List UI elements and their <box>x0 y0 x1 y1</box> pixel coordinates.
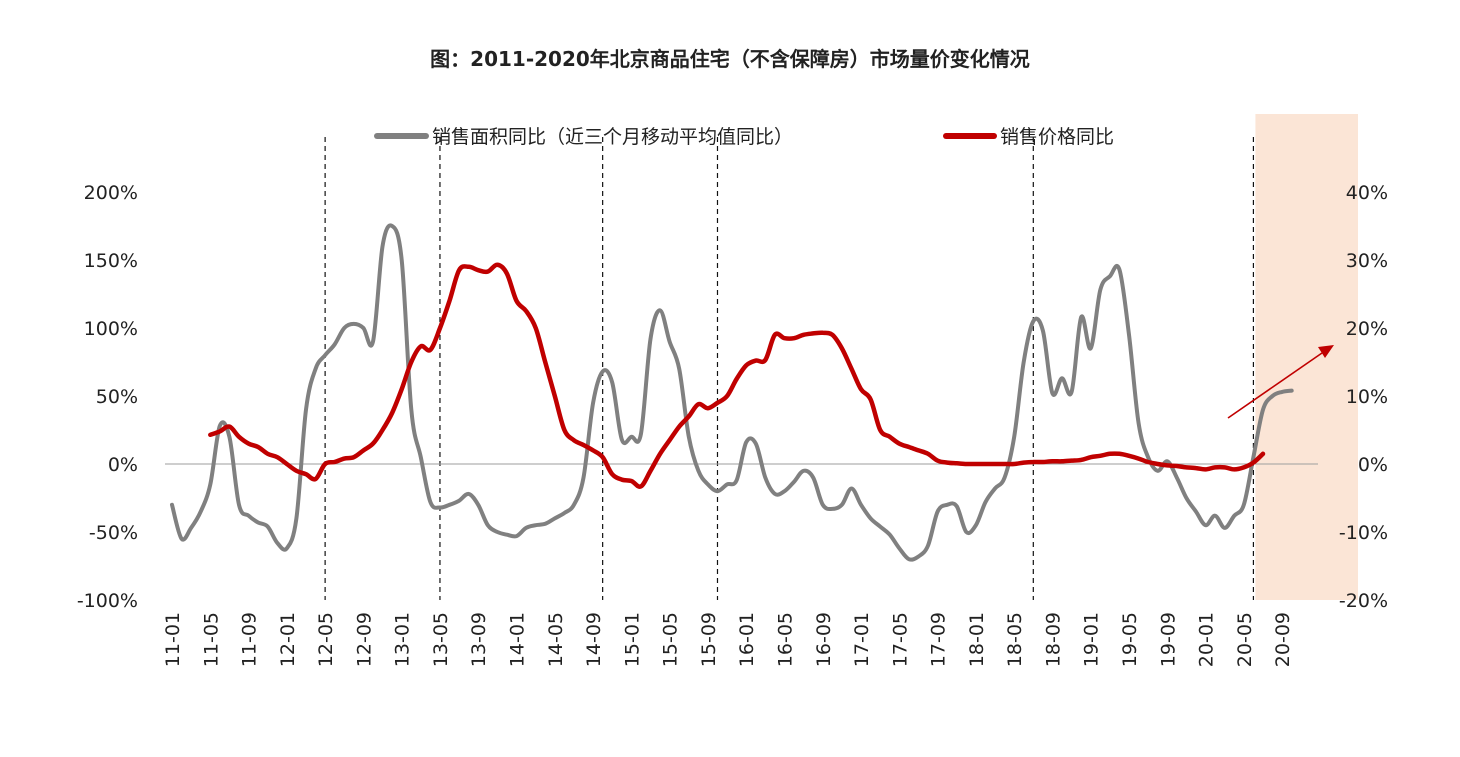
x-tick-label: 16-05 <box>774 612 796 667</box>
x-axis-ticks: 11-01 11-05 11-09 12-01 12-05 12-09 13-01 13-05… <box>162 612 1294 667</box>
right-tick-label: 0% <box>1358 454 1388 476</box>
x-tick-label: 15-05 <box>660 612 682 667</box>
right-tick-label: 20% <box>1346 318 1388 340</box>
vertical-dashed-lines <box>324 137 1255 600</box>
x-tick-label: 11-05 <box>200 612 222 667</box>
x-tick-label: 20-01 <box>1196 612 1218 667</box>
right-tick-label: 10% <box>1346 386 1388 408</box>
series-line-sales-area <box>170 223 1294 562</box>
x-tick-label: 14-01 <box>507 612 529 667</box>
x-tick-label: 14-05 <box>545 612 567 667</box>
arrow-shaft <box>1227 352 1323 419</box>
x-tick-label: 12-05 <box>315 612 337 667</box>
legend-label-area: 销售面积同比（近三个月移动平均值同比） <box>432 126 793 148</box>
right-tick-label: 40% <box>1346 182 1388 204</box>
x-tick-label: 15-09 <box>698 612 720 667</box>
x-tick-label: 17-09 <box>928 612 950 667</box>
left-tick-label: 200% <box>84 182 138 204</box>
x-tick-label: 11-01 <box>162 612 184 667</box>
x-tick-label: 16-09 <box>813 612 835 667</box>
left-tick-label: 50% <box>96 386 138 408</box>
series-line-sales-price <box>208 262 1266 489</box>
x-tick-label: 13-01 <box>392 612 414 667</box>
x-tick-label: 18-09 <box>1042 612 1064 667</box>
annotation-arrow <box>1227 345 1334 419</box>
x-tick-label: 11-09 <box>239 612 261 667</box>
left-tick-label: 150% <box>84 250 138 272</box>
left-tick-label: -50% <box>89 522 138 544</box>
right-tick-label: -20% <box>1339 590 1388 612</box>
x-tick-label: 12-09 <box>353 612 375 667</box>
x-tick-label: 19-09 <box>1157 612 1179 667</box>
x-tick-label: 18-05 <box>1004 612 1026 667</box>
x-tick-label: 16-01 <box>736 612 758 667</box>
legend-label-price: 销售价格同比 <box>1000 126 1114 148</box>
x-tick-label: 12-01 <box>277 612 299 667</box>
x-tick-label: 19-05 <box>1119 612 1141 667</box>
series-area <box>170 223 1294 562</box>
x-tick-label: 15-01 <box>621 612 643 667</box>
x-tick-label: 20-05 <box>1234 612 1256 667</box>
left-tick-label: 100% <box>84 318 138 340</box>
x-tick-label: 14-09 <box>583 612 605 667</box>
x-tick-label: 13-09 <box>468 612 490 667</box>
chart-title: 图：2011-2020年北京商品住宅（不含保障房）市场量价变化情况 <box>430 47 1030 71</box>
left-tick-label: 0% <box>108 454 138 476</box>
legend: 销售面积同比（近三个月移动平均值同比） 销售价格同比 <box>374 126 1114 148</box>
left-tick-label: -100% <box>77 590 138 612</box>
x-tick-label: 20-09 <box>1272 612 1294 667</box>
right-tick-label: -10% <box>1339 522 1388 544</box>
highlight-band <box>1255 114 1358 600</box>
x-tick-label: 19-01 <box>1081 612 1103 667</box>
arrow-head <box>1318 345 1334 358</box>
x-tick-label: 17-05 <box>889 612 911 667</box>
right-axis-ticks: 40% 30% 20% 10% 0% -10% -20% <box>1339 182 1388 612</box>
left-axis-ticks: 200% 150% 100% 50% 0% -50% -100% <box>77 182 138 612</box>
x-tick-label: 13-05 <box>430 612 452 667</box>
right-tick-label: 30% <box>1346 250 1388 272</box>
x-tick-label: 17-01 <box>851 612 873 667</box>
x-tick-label: 18-01 <box>966 612 988 667</box>
